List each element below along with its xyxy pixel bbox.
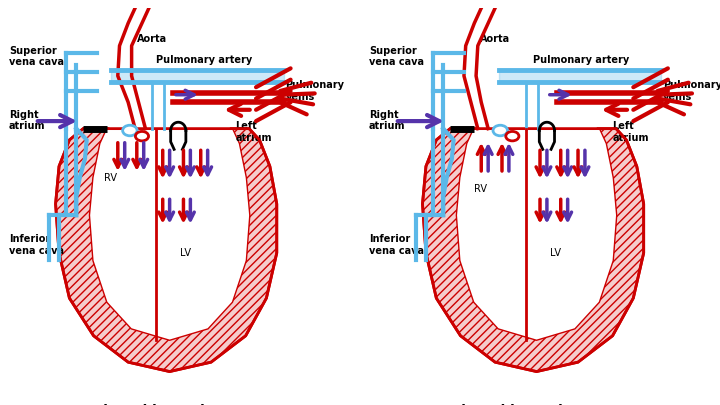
Text: Aorta: Aorta [480, 34, 510, 45]
Text: Tricuspid atresia type IC: Tricuspid atresia type IC [89, 403, 271, 405]
Polygon shape [90, 129, 249, 339]
Text: Tricuspid atresia type IIC: Tricuspid atresia type IIC [446, 403, 634, 405]
Text: RV: RV [474, 184, 487, 194]
Text: Inferior
vena cava: Inferior vena cava [369, 234, 424, 256]
Ellipse shape [505, 132, 519, 141]
Text: RV: RV [104, 173, 117, 183]
Polygon shape [55, 129, 276, 371]
Text: Inferior
vena cava: Inferior vena cava [9, 234, 64, 256]
Text: Left
atrium: Left atrium [235, 121, 271, 143]
Text: Aorta: Aorta [137, 34, 167, 45]
Text: LV: LV [180, 248, 191, 258]
Polygon shape [423, 129, 644, 371]
Text: Right
atrium: Right atrium [369, 110, 405, 131]
Ellipse shape [493, 125, 508, 136]
Polygon shape [457, 129, 616, 339]
Text: Pulmonary artery: Pulmonary artery [156, 55, 252, 64]
Text: Pulmonary
veins: Pulmonary veins [662, 80, 720, 102]
Text: Pulmonary artery: Pulmonary artery [533, 55, 629, 64]
Text: Right
atrium: Right atrium [9, 110, 45, 131]
Text: Superior
vena cava: Superior vena cava [369, 46, 424, 67]
Text: LV: LV [550, 248, 562, 258]
Text: Pulmonary
veins: Pulmonary veins [285, 80, 344, 102]
Text: Superior
vena cava: Superior vena cava [9, 46, 64, 67]
Ellipse shape [122, 125, 137, 136]
Text: Left
atrium: Left atrium [613, 121, 649, 143]
Ellipse shape [135, 132, 148, 141]
